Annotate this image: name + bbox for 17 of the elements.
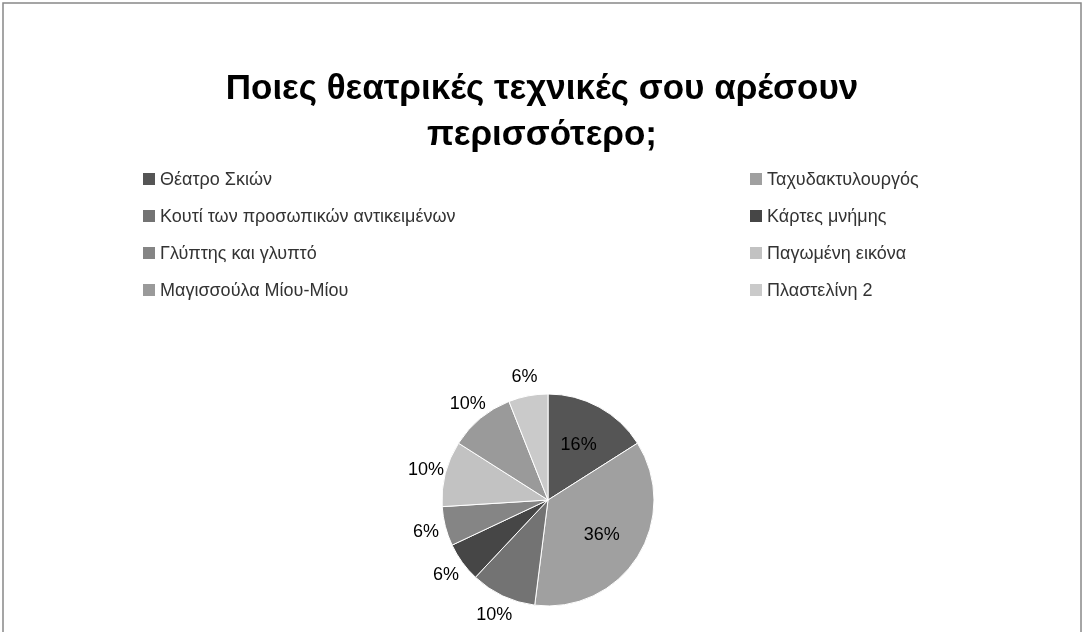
legend-label: Μαγισσούλα Μίου-Μίου	[160, 280, 349, 300]
legend-label: Κάρτες μνήμης	[767, 206, 887, 226]
legend-label: Θέατρο Σκιών	[160, 169, 272, 189]
data-label: 10%	[449, 392, 486, 413]
legend-label: Γλύπτης και γλυπτό	[160, 243, 317, 263]
data-label: 36%	[583, 524, 620, 545]
data-label: 10%	[476, 604, 513, 625]
legend-label: Κουτί των προσωπικών αντικειμένων	[160, 206, 456, 226]
legend-label: Πλαστελίνη 2	[767, 280, 873, 300]
chart-title: Ποιες θεατρικές τεχνικές σου αρέσουν περισσότερο;	[225, 66, 859, 152]
data-label: 6%	[433, 564, 460, 585]
data-label: 6%	[412, 521, 439, 542]
data-label: 16%	[560, 434, 597, 455]
data-label: 10%	[407, 458, 444, 479]
data-label: 6%	[511, 366, 538, 387]
legend-label: Παγωμένη εικόνα	[767, 243, 907, 263]
legend-label: Ταχυδακτυλουργός	[767, 169, 919, 189]
